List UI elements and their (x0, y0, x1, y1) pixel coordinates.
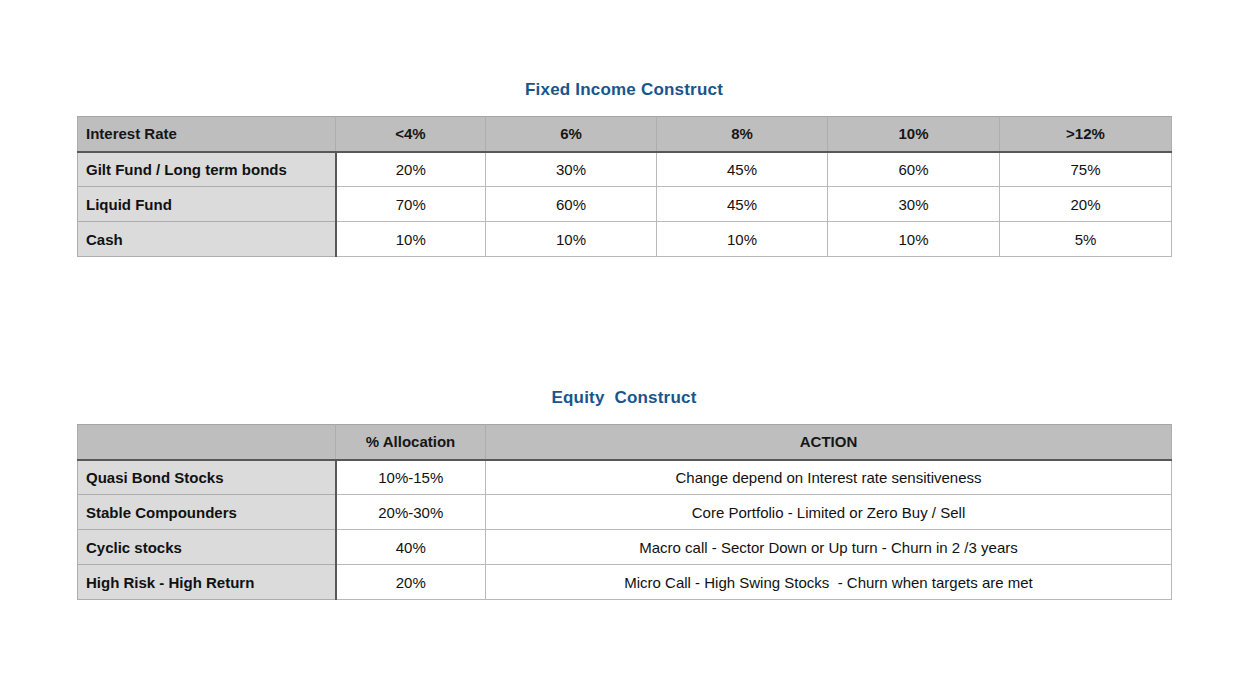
row-label-quasi-bond-stocks: Quasi Bond Stocks (78, 460, 336, 495)
cell-value: 70% (336, 187, 486, 222)
row-label-gilt-fund: Gilt Fund / Long term bonds (78, 152, 336, 187)
equity-table: % Allocation ACTION Quasi Bond Stocks 10… (77, 424, 1172, 600)
cell-action: Core Portfolio - Limited or Zero Buy / S… (486, 495, 1172, 530)
column-header-blank (78, 425, 336, 460)
cell-value: 10% (486, 222, 657, 257)
table-row: High Risk - High Return 20% Micro Call -… (78, 565, 1172, 600)
cell-allocation: 20% (336, 565, 486, 600)
column-header-lt4: <4% (336, 117, 486, 152)
row-label-cash: Cash (78, 222, 336, 257)
cell-value: 45% (657, 152, 828, 187)
table-row: Liquid Fund 70% 60% 45% 30% 20% (78, 187, 1172, 222)
cell-value: 20% (1000, 187, 1172, 222)
column-header-10: 10% (828, 117, 1000, 152)
fixed-income-table: Interest Rate <4% 6% 8% 10% >12% Gilt Fu… (77, 116, 1172, 257)
row-label-cyclic-stocks: Cyclic stocks (78, 530, 336, 565)
cell-value: 60% (828, 152, 1000, 187)
column-header-allocation: % Allocation (336, 425, 486, 460)
column-header-action: ACTION (486, 425, 1172, 460)
table-row: Cash 10% 10% 10% 10% 5% (78, 222, 1172, 257)
row-label-liquid-fund: Liquid Fund (78, 187, 336, 222)
table-row: Gilt Fund / Long term bonds 20% 30% 45% … (78, 152, 1172, 187)
equity-header-row: % Allocation ACTION (78, 425, 1172, 460)
table-row: Stable Compounders 20%-30% Core Portfoli… (78, 495, 1172, 530)
cell-value: 10% (657, 222, 828, 257)
cell-value: 75% (1000, 152, 1172, 187)
cell-allocation: 20%-30% (336, 495, 486, 530)
cell-action: Macro call - Sector Down or Up turn - Ch… (486, 530, 1172, 565)
row-label-high-risk-high-return: High Risk - High Return (78, 565, 336, 600)
column-header-gt12: >12% (1000, 117, 1172, 152)
cell-allocation: 40% (336, 530, 486, 565)
cell-value: 30% (828, 187, 1000, 222)
cell-value: 45% (657, 187, 828, 222)
fixed-income-header-row: Interest Rate <4% 6% 8% 10% >12% (78, 117, 1172, 152)
cell-value: 10% (828, 222, 1000, 257)
cell-action: Change depend on Interest rate sensitive… (486, 460, 1172, 495)
column-header-interest-rate: Interest Rate (78, 117, 336, 152)
column-header-6: 6% (486, 117, 657, 152)
equity-title: Equity Construct (77, 388, 1171, 408)
slide: Fixed Income Construct Interest Rate <4%… (0, 0, 1253, 691)
cell-value: 60% (486, 187, 657, 222)
column-header-8: 8% (657, 117, 828, 152)
cell-action: Micro Call - High Swing Stocks - Churn w… (486, 565, 1172, 600)
cell-allocation: 10%-15% (336, 460, 486, 495)
cell-value: 10% (336, 222, 486, 257)
cell-value: 20% (336, 152, 486, 187)
table-row: Quasi Bond Stocks 10%-15% Change depend … (78, 460, 1172, 495)
cell-value: 30% (486, 152, 657, 187)
cell-value: 5% (1000, 222, 1172, 257)
fixed-income-title: Fixed Income Construct (77, 0, 1171, 100)
table-row: Cyclic stocks 40% Macro call - Sector Do… (78, 530, 1172, 565)
row-label-stable-compounders: Stable Compounders (78, 495, 336, 530)
